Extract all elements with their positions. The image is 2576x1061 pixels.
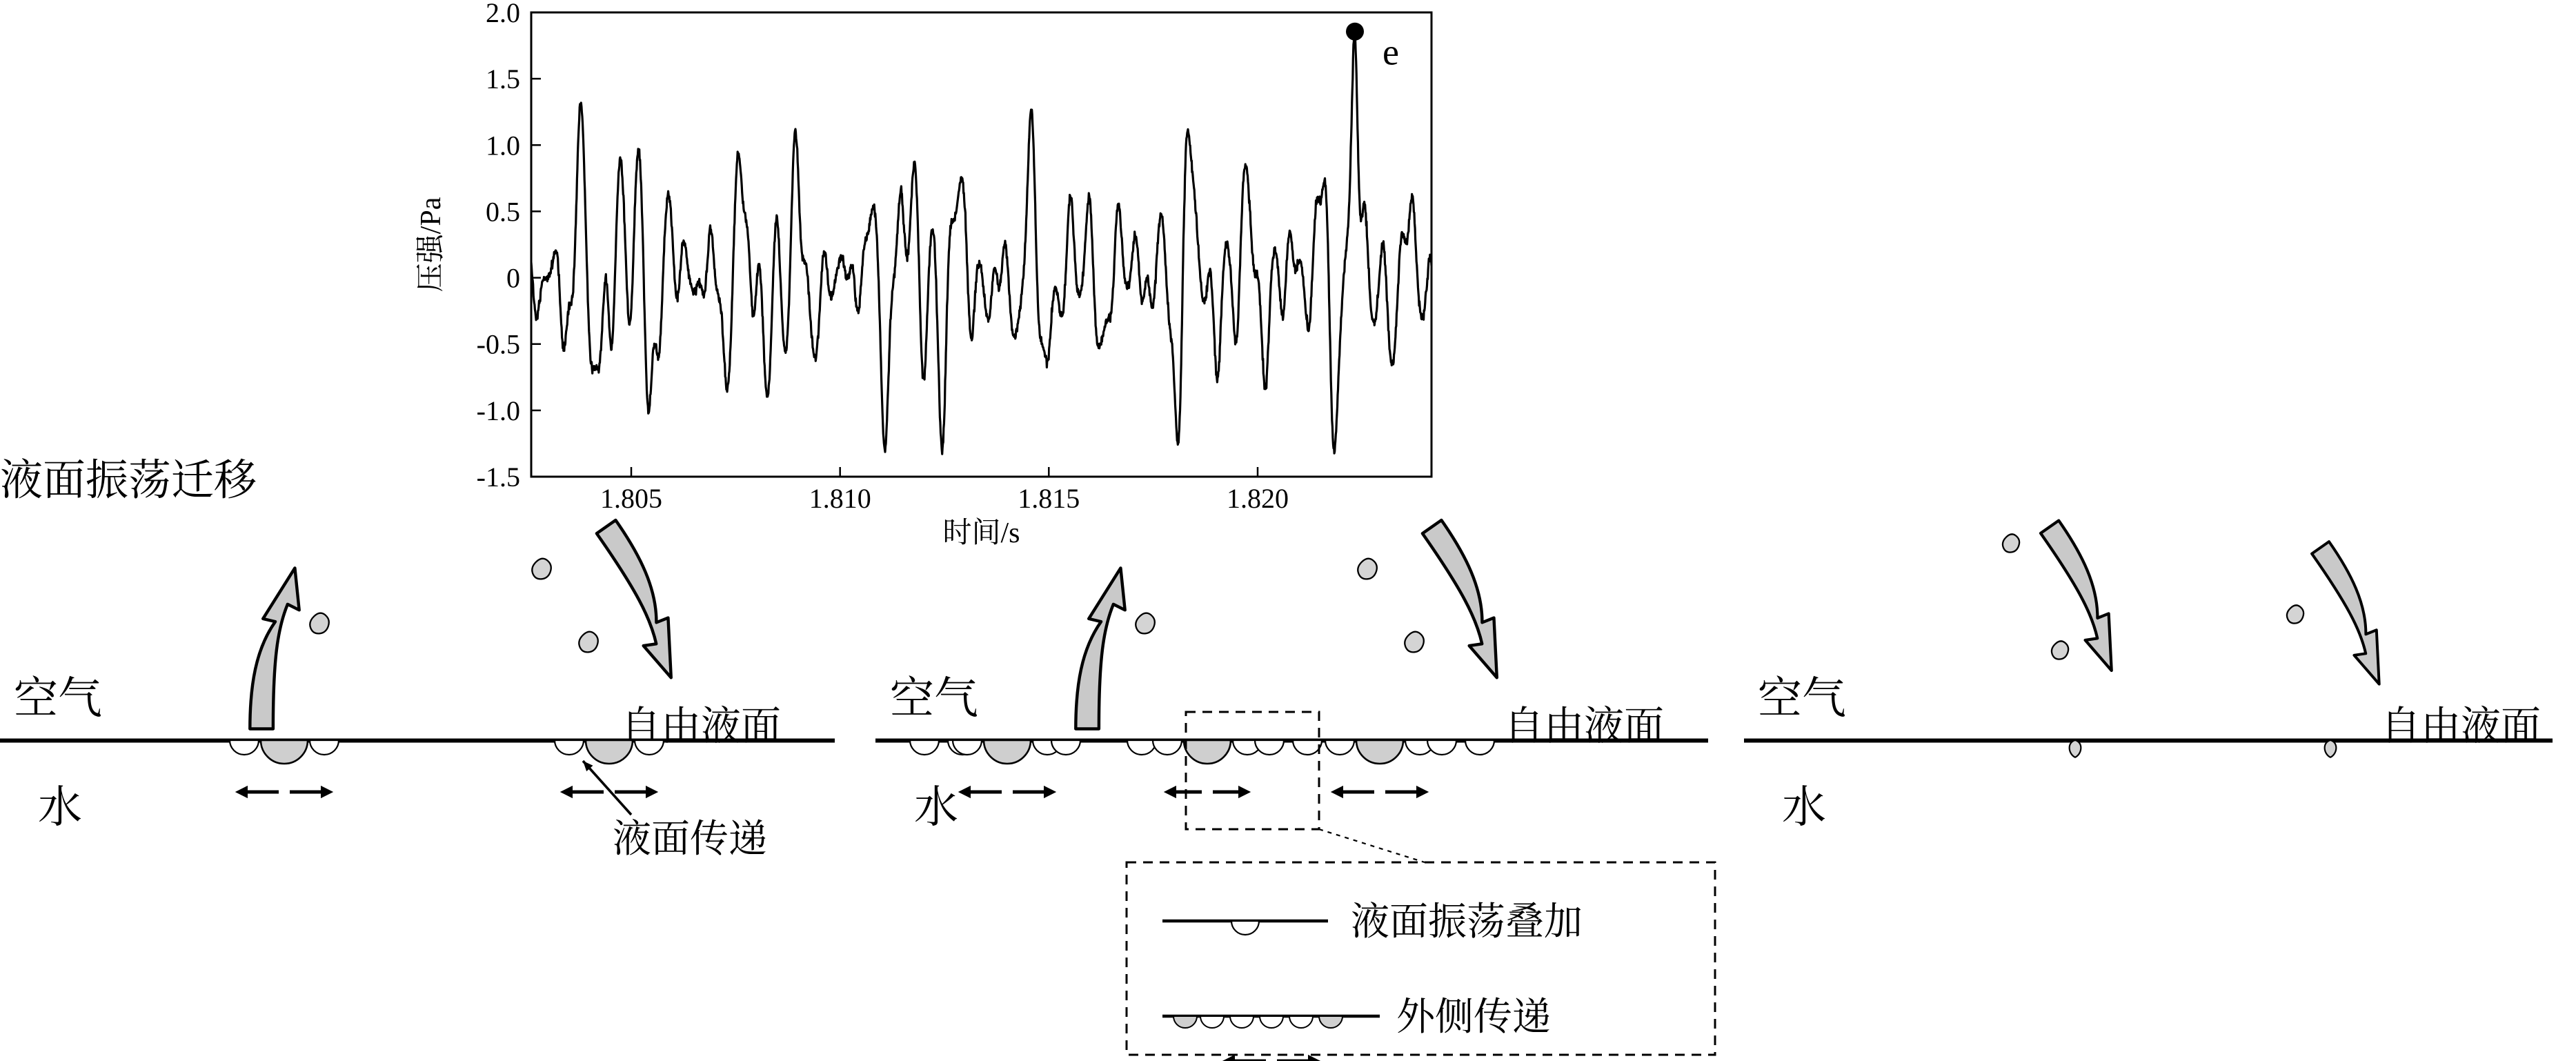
svg-text:空气: 空气	[14, 674, 102, 723]
svg-text:外侧传递: 外侧传递	[1396, 996, 1551, 1039]
svg-text:液面振荡叠加: 液面振荡叠加	[1351, 901, 1583, 944]
svg-text:自由液面: 自由液面	[2381, 704, 2541, 748]
svg-text:空气: 空气	[890, 674, 978, 723]
svg-text:水: 水	[38, 783, 82, 832]
svg-text:水: 水	[1782, 783, 1826, 832]
svg-text:水: 水	[914, 783, 958, 832]
svg-text:空气: 空气	[1758, 674, 1846, 723]
svg-text:液面振荡迁移: 液面振荡迁移	[0, 457, 257, 504]
svg-text:自由液面: 自由液面	[1504, 704, 1664, 748]
svg-text:液面传递: 液面传递	[613, 818, 767, 861]
